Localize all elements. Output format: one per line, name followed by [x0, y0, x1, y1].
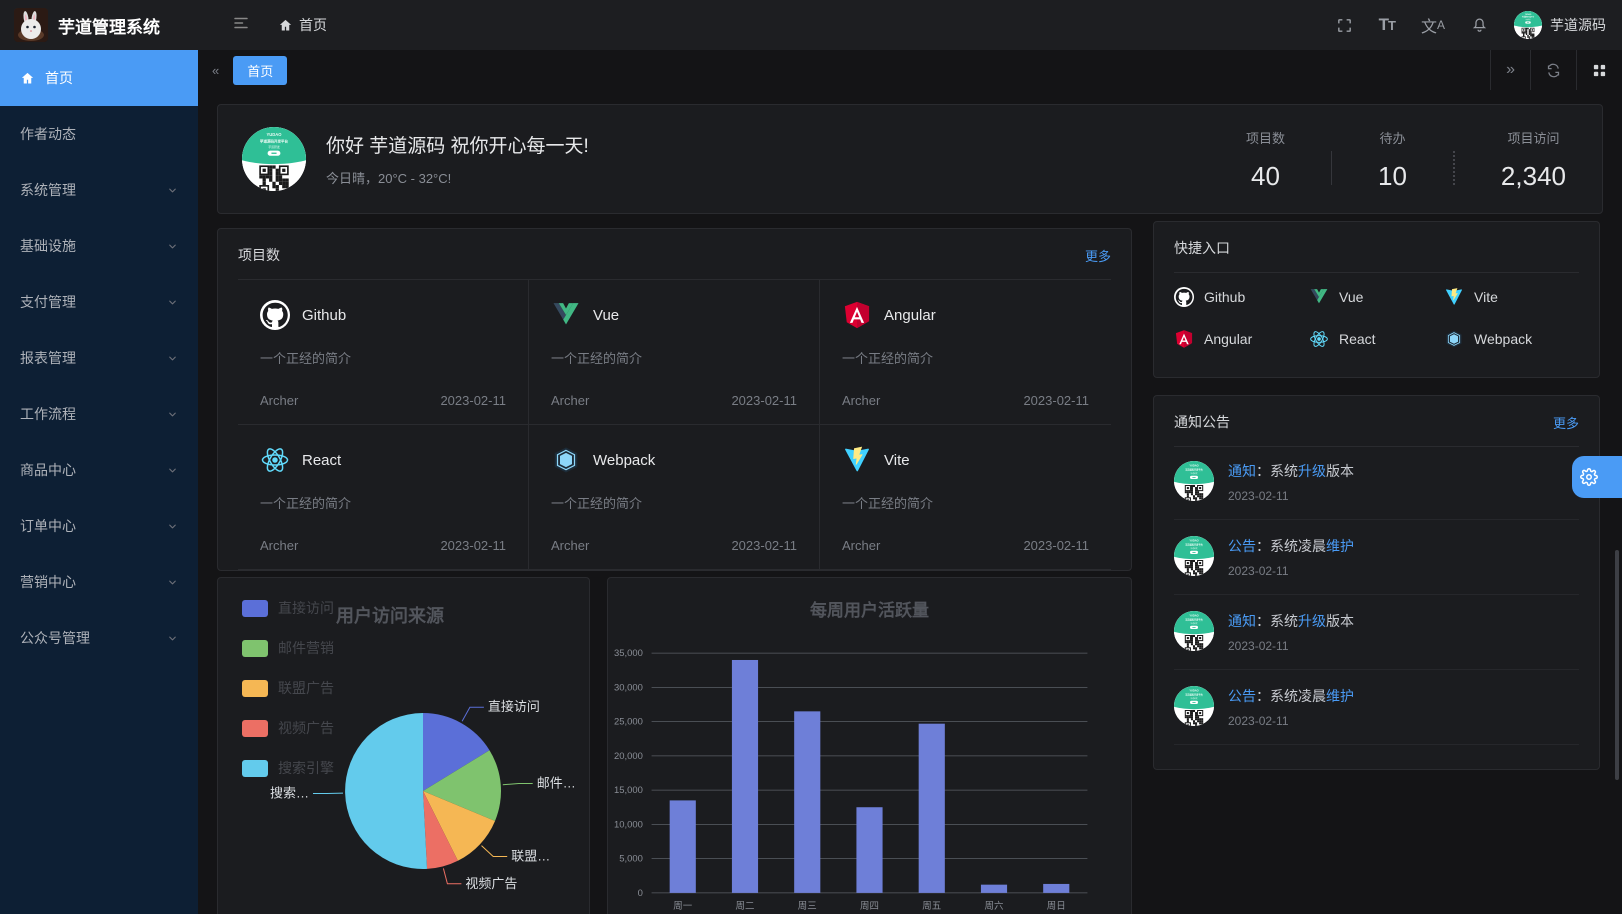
svg-text:周日: 周日: [1047, 901, 1066, 912]
svg-text:周四: 周四: [860, 901, 879, 912]
svg-text:直接访问: 直接访问: [488, 699, 540, 714]
svg-text:15,000: 15,000: [614, 785, 643, 796]
svg-text:周三: 周三: [798, 901, 817, 912]
svg-text:周五: 周五: [922, 901, 941, 912]
svg-text:30,000: 30,000: [614, 682, 643, 693]
svg-text:视频广告: 视频广告: [465, 876, 517, 891]
svg-text:联盟…: 联盟…: [511, 849, 550, 864]
svg-text:邮件…: 邮件…: [537, 776, 576, 791]
svg-text:周六: 周六: [985, 900, 1004, 912]
svg-text:25,000: 25,000: [614, 717, 643, 728]
svg-text:35,000: 35,000: [614, 648, 643, 659]
svg-text:20,000: 20,000: [614, 751, 643, 762]
svg-text:10,000: 10,000: [614, 819, 643, 830]
svg-text:0: 0: [638, 888, 643, 899]
svg-text:5,000: 5,000: [619, 854, 643, 865]
svg-text:周一: 周一: [673, 901, 692, 912]
svg-text:周二: 周二: [736, 901, 755, 912]
